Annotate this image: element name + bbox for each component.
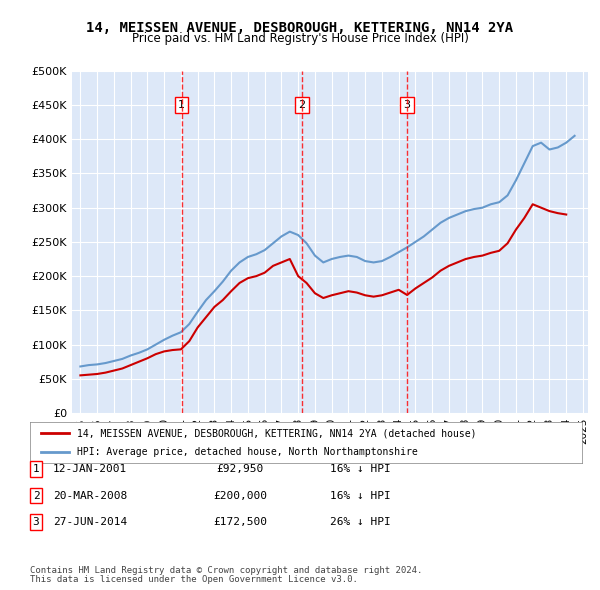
Text: 2: 2 — [32, 491, 40, 500]
Text: 16% ↓ HPI: 16% ↓ HPI — [329, 464, 391, 474]
Text: 26% ↓ HPI: 26% ↓ HPI — [329, 517, 391, 527]
Text: 20-MAR-2008: 20-MAR-2008 — [53, 491, 127, 500]
Text: 1: 1 — [32, 464, 40, 474]
Text: Price paid vs. HM Land Registry's House Price Index (HPI): Price paid vs. HM Land Registry's House … — [131, 32, 469, 45]
Text: £172,500: £172,500 — [213, 517, 267, 527]
Text: HPI: Average price, detached house, North Northamptonshire: HPI: Average price, detached house, Nort… — [77, 447, 418, 457]
Text: 27-JUN-2014: 27-JUN-2014 — [53, 517, 127, 527]
Text: This data is licensed under the Open Government Licence v3.0.: This data is licensed under the Open Gov… — [30, 575, 358, 584]
Text: 1: 1 — [178, 100, 185, 110]
Text: 14, MEISSEN AVENUE, DESBOROUGH, KETTERING, NN14 2YA: 14, MEISSEN AVENUE, DESBOROUGH, KETTERIN… — [86, 21, 514, 35]
Text: 16% ↓ HPI: 16% ↓ HPI — [329, 491, 391, 500]
Text: 3: 3 — [403, 100, 410, 110]
Text: 14, MEISSEN AVENUE, DESBOROUGH, KETTERING, NN14 2YA (detached house): 14, MEISSEN AVENUE, DESBOROUGH, KETTERIN… — [77, 428, 476, 438]
Text: £92,950: £92,950 — [217, 464, 263, 474]
Text: 3: 3 — [32, 517, 40, 527]
Text: £200,000: £200,000 — [213, 491, 267, 500]
Text: 12-JAN-2001: 12-JAN-2001 — [53, 464, 127, 474]
Text: 2: 2 — [298, 100, 305, 110]
Text: Contains HM Land Registry data © Crown copyright and database right 2024.: Contains HM Land Registry data © Crown c… — [30, 566, 422, 575]
